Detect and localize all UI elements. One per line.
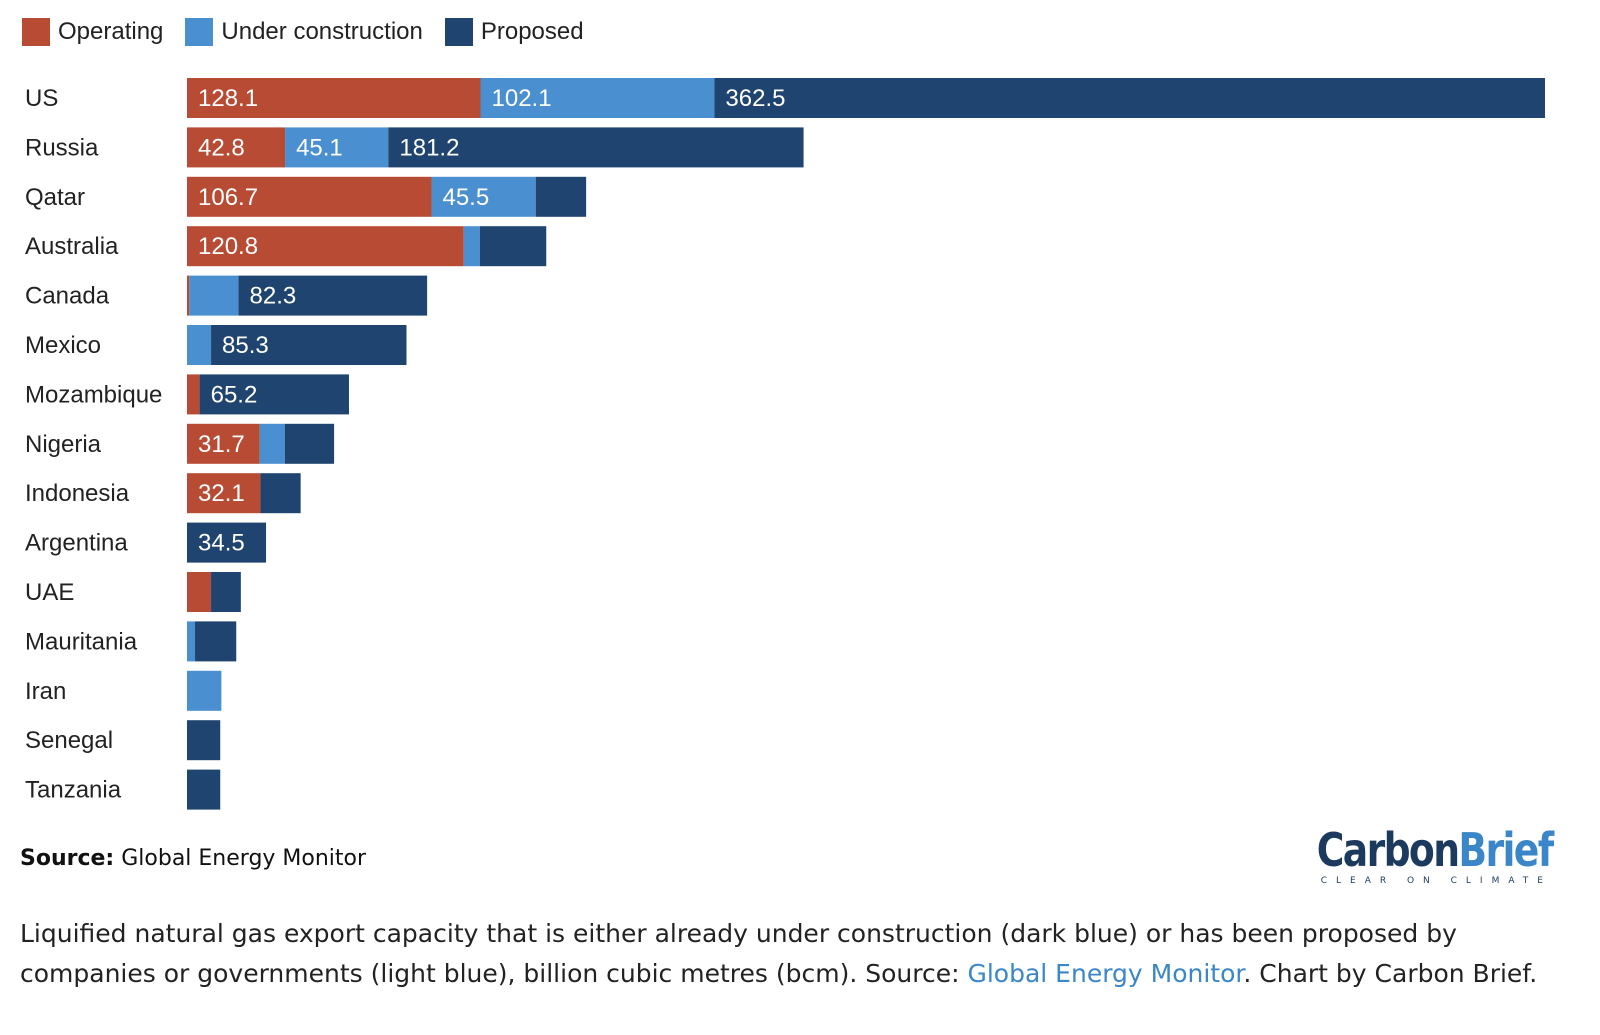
bar-argentina-proposed [187, 522, 267, 563]
category-label-canada: Canada [25, 283, 110, 310]
bar-senegal-proposed [187, 720, 221, 761]
caption-text-after: . Chart by Carbon Brief. [1243, 959, 1538, 988]
bar-qatar-operating [187, 176, 432, 217]
source-note: Source: Global Energy Monitor [20, 846, 366, 871]
bar-mozambique-proposed [199, 374, 349, 415]
bar-uae-proposed [211, 572, 241, 612]
bar-iran-under-construction [187, 670, 222, 711]
bar-nigeria-proposed [284, 423, 335, 464]
data-label-us-proposed: 362.5 [725, 85, 785, 112]
bar-russia-proposed [388, 127, 804, 168]
logo-tagline: CLEAR ON CLIMATE [1320, 876, 1552, 886]
source-label: Source: [20, 846, 115, 871]
bar-mauritania-proposed [195, 621, 237, 662]
category-label-russia: Russia [25, 134, 99, 161]
bar-uae-operating [187, 572, 212, 612]
legend-label-under-construction: Under construction [221, 18, 423, 45]
legend-item-under-construction: Under construction [185, 18, 423, 46]
data-label-russia-under-construction: 45.1 [296, 134, 343, 161]
data-label-mozambique-proposed: 65.2 [211, 381, 258, 408]
caption-source-link[interactable]: Global Energy Monitor [967, 959, 1244, 988]
bar-mexico-proposed [211, 325, 407, 365]
bar-us-under-construction [480, 78, 715, 118]
bar-australia-under-construction [463, 226, 480, 267]
bar-russia-operating [187, 127, 286, 168]
logo-brief: Brief [1457, 823, 1554, 877]
category-label-mauritania: Mauritania [25, 628, 138, 655]
legend-swatch-proposed [444, 18, 473, 46]
category-label-mexico: Mexico [25, 332, 101, 359]
category-label-us: US [25, 85, 58, 112]
category-label-qatar: Qatar [25, 184, 85, 211]
bar-mauritania-under-construction [187, 621, 196, 662]
logo-wordmark: CarbonBrief [1316, 823, 1554, 877]
figure-caption: Liquified natural gas export capacity th… [20, 914, 1580, 994]
category-label-argentina: Argentina [25, 530, 128, 557]
legend-swatch-under-construction [185, 18, 214, 46]
bar-nigeria-operating [187, 423, 260, 464]
data-label-russia-operating: 42.8 [198, 134, 245, 161]
category-label-indonesia: Indonesia [25, 480, 130, 507]
data-label-qatar-operating: 106.7 [198, 184, 258, 211]
bar-tanzania-proposed [187, 769, 221, 810]
data-label-russia-proposed: 181.2 [399, 134, 459, 161]
stacked-bar-chart: US 128.1 102.1 362.5 Russia 42.8 45.1 181.2 Qata… [25, 78, 1545, 810]
data-label-canada-proposed: 82.3 [250, 283, 297, 310]
category-label-nigeria: Nigeria [25, 431, 102, 458]
bar-canada-under-construction [189, 275, 239, 316]
legend-item-operating: Operating [22, 18, 163, 46]
bar-australia-proposed [479, 226, 547, 267]
category-label-australia: Australia [25, 233, 119, 260]
legend-label-proposed: Proposed [480, 18, 584, 45]
category-label-uae: UAE [25, 579, 74, 606]
data-label-argentina-proposed: 34.5 [198, 530, 245, 557]
legend-swatch-operating [22, 18, 50, 46]
carbon-brief-logo: CarbonBrief CLEAR ON CLIMATE [1265, 826, 1553, 886]
legend-label-operating: Operating [58, 18, 164, 45]
bar-qatar-under-construction [431, 176, 536, 217]
category-label-tanzania: Tanzania [25, 777, 122, 804]
bar-qatar-proposed [535, 176, 587, 217]
bar-us-operating [187, 78, 481, 118]
data-label-mexico-proposed: 85.3 [222, 332, 269, 359]
data-label-us-under-construction: 102.1 [492, 85, 552, 112]
category-label-senegal: Senegal [25, 727, 113, 754]
bar-us-proposed [714, 78, 1545, 118]
legend-item-proposed: Proposed [444, 18, 584, 46]
bar-indonesia-operating [187, 473, 261, 514]
bar-mexico-under-construction [187, 325, 212, 365]
data-label-nigeria-operating: 31.7 [198, 431, 245, 458]
bar-nigeria-under-construction [259, 423, 285, 464]
bar-canada-proposed [238, 275, 428, 316]
category-label-mozambique: Mozambique [25, 381, 162, 408]
caption-text-before: Liquified natural gas export capacity th… [20, 919, 1457, 988]
data-label-us-operating: 128.1 [198, 85, 258, 112]
data-label-indonesia-operating: 32.1 [198, 480, 245, 507]
logo-carbon: Carbon [1316, 823, 1459, 877]
data-label-australia-operating: 120.8 [198, 233, 258, 260]
data-label-qatar-under-construction: 45.5 [442, 184, 489, 211]
chart-legend: Operating Under construction Proposed [22, 18, 606, 46]
bar-canada-operating [187, 275, 190, 316]
bar-australia-operating [187, 226, 464, 267]
bar-indonesia-proposed [260, 473, 301, 514]
category-label-iran: Iran [25, 678, 66, 705]
bar-mozambique-operating [187, 374, 200, 415]
bar-russia-under-construction [285, 127, 389, 168]
source-text: Global Energy Monitor [121, 846, 367, 871]
